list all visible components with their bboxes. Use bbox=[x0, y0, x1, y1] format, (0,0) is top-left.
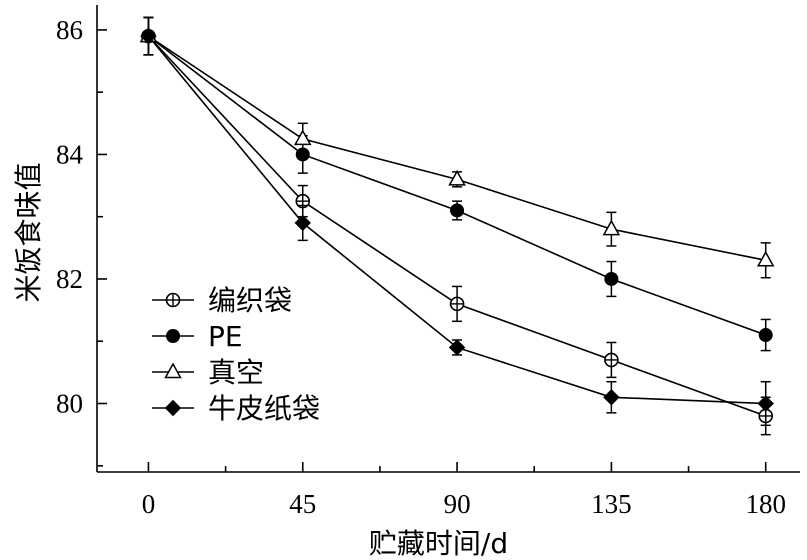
series-layer bbox=[139, 16, 775, 436]
legend-marker bbox=[164, 362, 182, 379]
data-point bbox=[449, 296, 465, 312]
legend-item: 牛皮纸袋 bbox=[152, 392, 320, 425]
data-point bbox=[603, 389, 620, 406]
data-point bbox=[294, 214, 311, 232]
y-tick-label: 80 bbox=[56, 389, 83, 419]
legend-label: 牛皮纸袋 bbox=[208, 392, 320, 425]
x-axis-title: 贮藏时间/d bbox=[369, 527, 508, 560]
x-tick-label: 90 bbox=[444, 489, 471, 519]
legend-label: 编织袋 bbox=[208, 284, 292, 317]
data-point bbox=[602, 219, 621, 236]
x-tick-label: 180 bbox=[745, 489, 786, 519]
legend-marker bbox=[164, 399, 182, 417]
legend-item: PE bbox=[152, 320, 243, 353]
x-tick-label: 45 bbox=[289, 489, 316, 519]
y-axis-title: 米饭食味值 bbox=[12, 162, 45, 302]
axes bbox=[96, 5, 800, 473]
data-point bbox=[756, 250, 775, 267]
y-tick-label: 84 bbox=[56, 139, 84, 169]
legend-marker bbox=[166, 329, 180, 343]
series-3 bbox=[140, 16, 774, 427]
legend-label: 真空 bbox=[208, 356, 264, 389]
data-point bbox=[604, 271, 619, 286]
data-point bbox=[758, 328, 773, 343]
y-tick-label: 82 bbox=[56, 264, 83, 294]
data-point bbox=[293, 129, 312, 146]
x-tick-label: 135 bbox=[591, 489, 632, 519]
legend-marker bbox=[165, 292, 181, 308]
legend-item: 真空 bbox=[152, 356, 264, 389]
ticks: 80 82 84 86 0 45 90 135 180 bbox=[56, 15, 786, 519]
data-point bbox=[757, 395, 774, 412]
data-point bbox=[604, 352, 619, 368]
data-point bbox=[448, 169, 466, 186]
data-point bbox=[140, 27, 157, 45]
legend-item: 编织袋 bbox=[152, 284, 292, 317]
data-point bbox=[448, 339, 466, 356]
x-tick-label: 0 bbox=[142, 489, 156, 519]
series-2 bbox=[139, 16, 775, 279]
data-point bbox=[450, 203, 465, 218]
legend-label: PE bbox=[208, 320, 243, 353]
y-tick-label: 86 bbox=[56, 15, 83, 45]
